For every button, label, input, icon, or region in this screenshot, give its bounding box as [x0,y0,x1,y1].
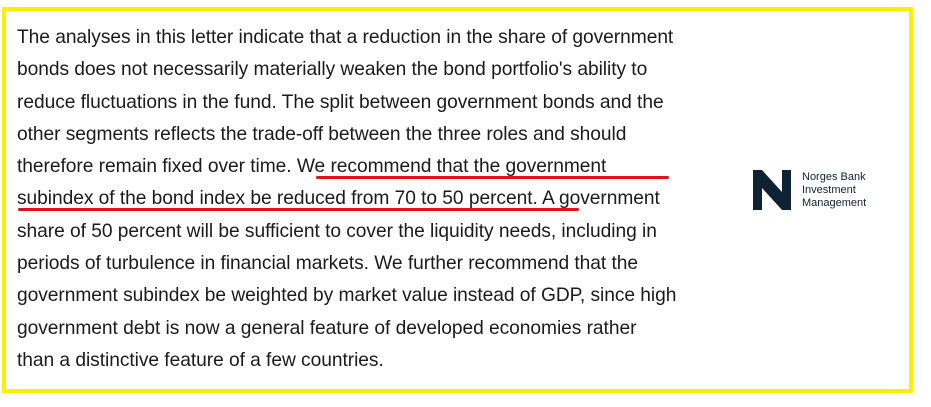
red-underline-line1 [316,176,669,179]
text-line: periods of turbulence in financial marke… [17,253,638,275]
text-line: share of 50 percent will be sufficient t… [17,220,657,242]
company-logo: Norges Bank Investment Management [753,170,866,210]
text-fragment: therefore remain fixed over time. [17,156,297,178]
nbim-logo-icon [753,170,791,210]
text-line: bonds does not necessarily materially we… [17,59,648,81]
text-line: government subindex be weighted by marke… [17,285,677,307]
text-line: reduce fluctuations in the fund. The spl… [17,91,664,113]
text-fragment: A government [537,188,660,210]
recommendation-highlight-part1: We recommend that the government [296,156,607,178]
logo-line: Norges Bank [802,170,866,183]
text-line: subindex of the bond index be reduced fr… [17,183,737,215]
recommendation-highlight-part2: subindex of the bond index be reduced fr… [17,188,538,210]
logo-wordmark: Norges Bank Investment Management [802,171,866,210]
text-line: than a distinctive feature of a few coun… [17,349,384,371]
text-line: government debt is now a general feature… [17,317,637,339]
logo-line: Management [802,196,867,209]
letter-excerpt: The analyses in this letter indicate tha… [17,22,737,377]
text-line: therefore remain fixed over time. We rec… [17,151,737,183]
logo-line: Investment [802,183,856,196]
text-line: other segments reflects the trade-off be… [17,123,627,145]
red-underline-line2 [18,208,579,211]
text-line: The analyses in this letter indicate tha… [17,27,674,48]
